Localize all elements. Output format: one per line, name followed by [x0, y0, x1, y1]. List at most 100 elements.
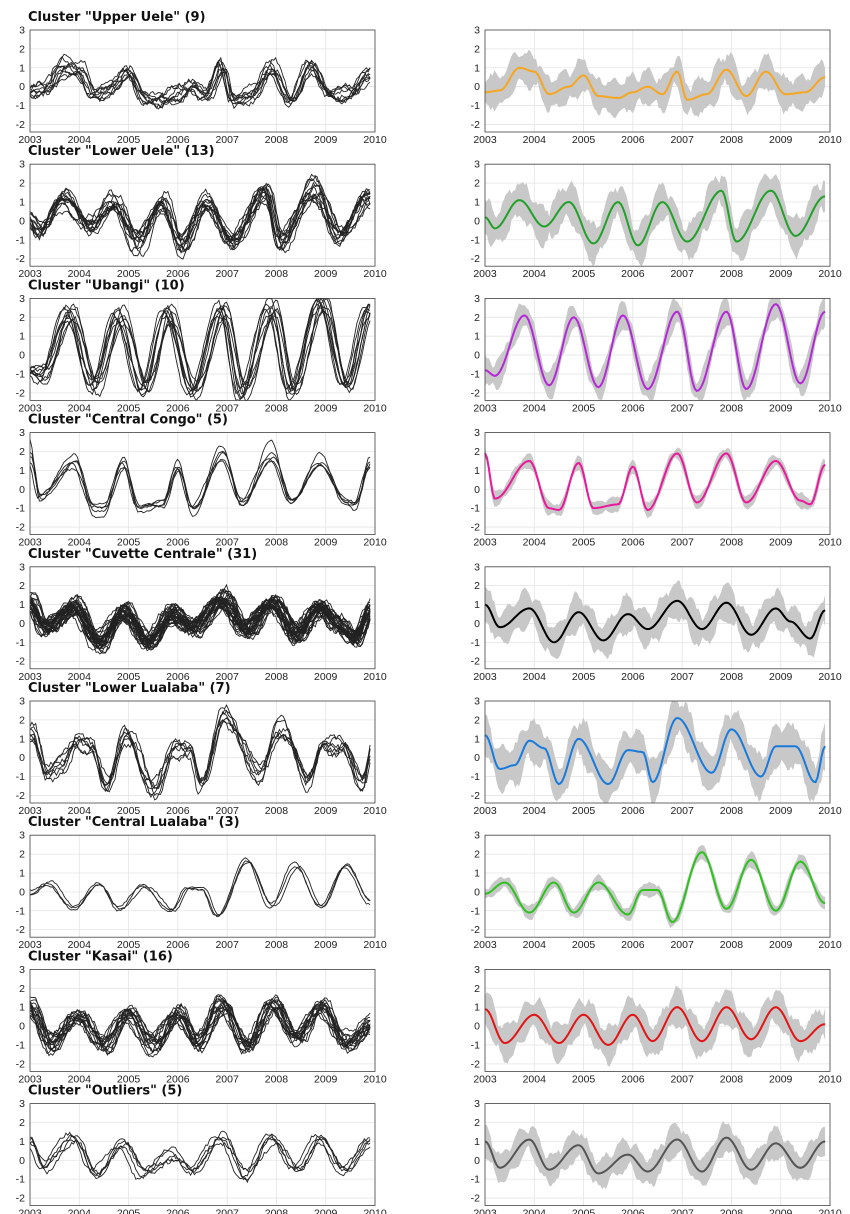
cluster-title: Cluster "Cuvette Centrale" (31) — [28, 547, 257, 562]
members-panel-4: -2 -1 0 1 2 3 2003 2004 2005 2006 2007 2008 2009 2010 — [16, 427, 387, 548]
x-tick-label: 2003 — [18, 134, 42, 146]
x-tick-label: 2009 — [314, 805, 338, 817]
member-series-line — [29, 594, 371, 642]
y-tick-label: -2 — [471, 119, 480, 131]
summary-panel-6: -2 -1 0 1 2 3 2003 2004 2005 2006 2007 2008 2009 2010 — [471, 696, 842, 818]
member-series-line — [29, 595, 371, 650]
member-series-line — [29, 720, 371, 797]
y-tick-label: 2 — [19, 312, 25, 324]
member-series-line — [29, 458, 371, 509]
y-tick-label: -1 — [471, 1039, 480, 1051]
x-tick-label: 2005 — [572, 939, 596, 951]
x-tick-label: 2007 — [215, 537, 239, 549]
x-tick-label: 2010 — [363, 1208, 387, 1214]
x-tick-label: 2010 — [818, 537, 842, 549]
x-tick-label: 2006 — [166, 268, 190, 280]
x-tick-label: 2005 — [117, 671, 141, 683]
x-tick-label: 2009 — [314, 939, 338, 951]
axes-frame — [29, 297, 376, 401]
y-tick-label: -1 — [16, 905, 25, 917]
member-series-line — [29, 860, 371, 918]
y-tick-label: 0 — [19, 350, 25, 362]
x-tick-label: 2008 — [265, 402, 289, 414]
y-tick-label: 2 — [474, 312, 480, 324]
x-tick-label: 2009 — [769, 1073, 793, 1085]
y-tick-label: 0 — [19, 484, 25, 496]
y-tick-label: 2 — [474, 714, 480, 726]
x-tick-label: 2008 — [265, 1073, 289, 1085]
y-tick-label: 0 — [19, 618, 25, 630]
member-series-line — [29, 297, 371, 400]
x-tick-label: 2003 — [18, 805, 42, 817]
cluster-mean-line — [484, 1136, 826, 1175]
summary-panel-3: -2 -1 0 1 2 3 2003 2004 2005 2006 2007 2008 2009 2010 — [471, 293, 842, 415]
x-tick-label: 2009 — [769, 537, 793, 549]
spread-band — [485, 580, 826, 660]
x-tick-label: 2009 — [769, 134, 793, 146]
y-tick-label: 0 — [19, 752, 25, 764]
member-series-line — [29, 719, 371, 793]
y-tick-label: -2 — [471, 522, 480, 534]
member-series-line — [29, 173, 371, 260]
cluster-mean-line — [484, 599, 826, 644]
x-tick-label: 2006 — [166, 537, 190, 549]
x-tick-label: 2009 — [314, 537, 338, 549]
x-tick-label: 2003 — [473, 268, 497, 280]
x-tick-label: 2005 — [117, 134, 141, 146]
axes-frame — [484, 297, 831, 401]
x-tick-label: 2010 — [818, 402, 842, 414]
x-tick-label: 2008 — [720, 1073, 744, 1085]
member-series-line — [29, 704, 371, 798]
y-tick-label: 0 — [474, 215, 480, 227]
y-tick-label: 3 — [19, 696, 25, 708]
member-series-line — [29, 1130, 371, 1178]
x-tick-label: 2007 — [215, 1208, 239, 1214]
x-tick-label: 2004 — [523, 939, 547, 951]
y-tick-label: 1 — [19, 331, 25, 343]
x-tick-label: 2009 — [314, 402, 338, 414]
x-tick-label: 2005 — [572, 402, 596, 414]
axes-frame — [29, 700, 376, 804]
x-tick-label: 2004 — [68, 1208, 92, 1214]
x-tick-label: 2003 — [18, 402, 42, 414]
member-series-line — [29, 186, 371, 249]
member-series-line — [29, 297, 371, 402]
x-tick-label: 2004 — [68, 805, 92, 817]
x-tick-label: 2008 — [720, 402, 744, 414]
y-tick-label: 0 — [19, 215, 25, 227]
x-tick-label: 2006 — [166, 134, 190, 146]
member-series-line — [29, 56, 371, 110]
x-tick-label: 2010 — [818, 805, 842, 817]
y-tick-label: -2 — [471, 253, 480, 265]
x-tick-label: 2007 — [215, 939, 239, 951]
x-tick-label: 2008 — [720, 939, 744, 951]
member-series-line — [29, 451, 371, 510]
x-tick-label: 2004 — [523, 671, 547, 683]
y-tick-label: 3 — [474, 964, 480, 976]
y-tick-label: 3 — [474, 427, 480, 439]
y-tick-label: -1 — [471, 905, 480, 917]
y-tick-label: -1 — [16, 637, 25, 649]
member-series-line — [29, 193, 371, 254]
x-tick-label: 2004 — [523, 134, 547, 146]
x-tick-label: 2009 — [769, 805, 793, 817]
member-series-line — [29, 67, 371, 103]
summary-panel-4: -2 -1 0 1 2 3 2003 2004 2005 2006 2007 2008 2009 2010 — [471, 427, 842, 548]
y-tick-label: -1 — [16, 100, 25, 112]
x-tick-label: 2008 — [720, 805, 744, 817]
member-series-line — [29, 857, 371, 917]
member-series-line — [29, 297, 371, 402]
x-tick-label: 2009 — [769, 671, 793, 683]
x-tick-label: 2007 — [215, 402, 239, 414]
x-tick-label: 2009 — [769, 268, 793, 280]
x-tick-label: 2010 — [363, 268, 387, 280]
x-tick-label: 2003 — [473, 671, 497, 683]
members-panel-5: -2 -1 0 1 2 3 2003 2004 2005 2006 2007 2008 2009 2010 — [16, 561, 387, 683]
x-tick-label: 2006 — [621, 537, 645, 549]
member-series-line — [29, 862, 371, 916]
x-tick-label: 2006 — [621, 671, 645, 683]
x-tick-label: 2010 — [818, 1073, 842, 1085]
x-tick-label: 2010 — [363, 805, 387, 817]
x-tick-label: 2008 — [265, 537, 289, 549]
